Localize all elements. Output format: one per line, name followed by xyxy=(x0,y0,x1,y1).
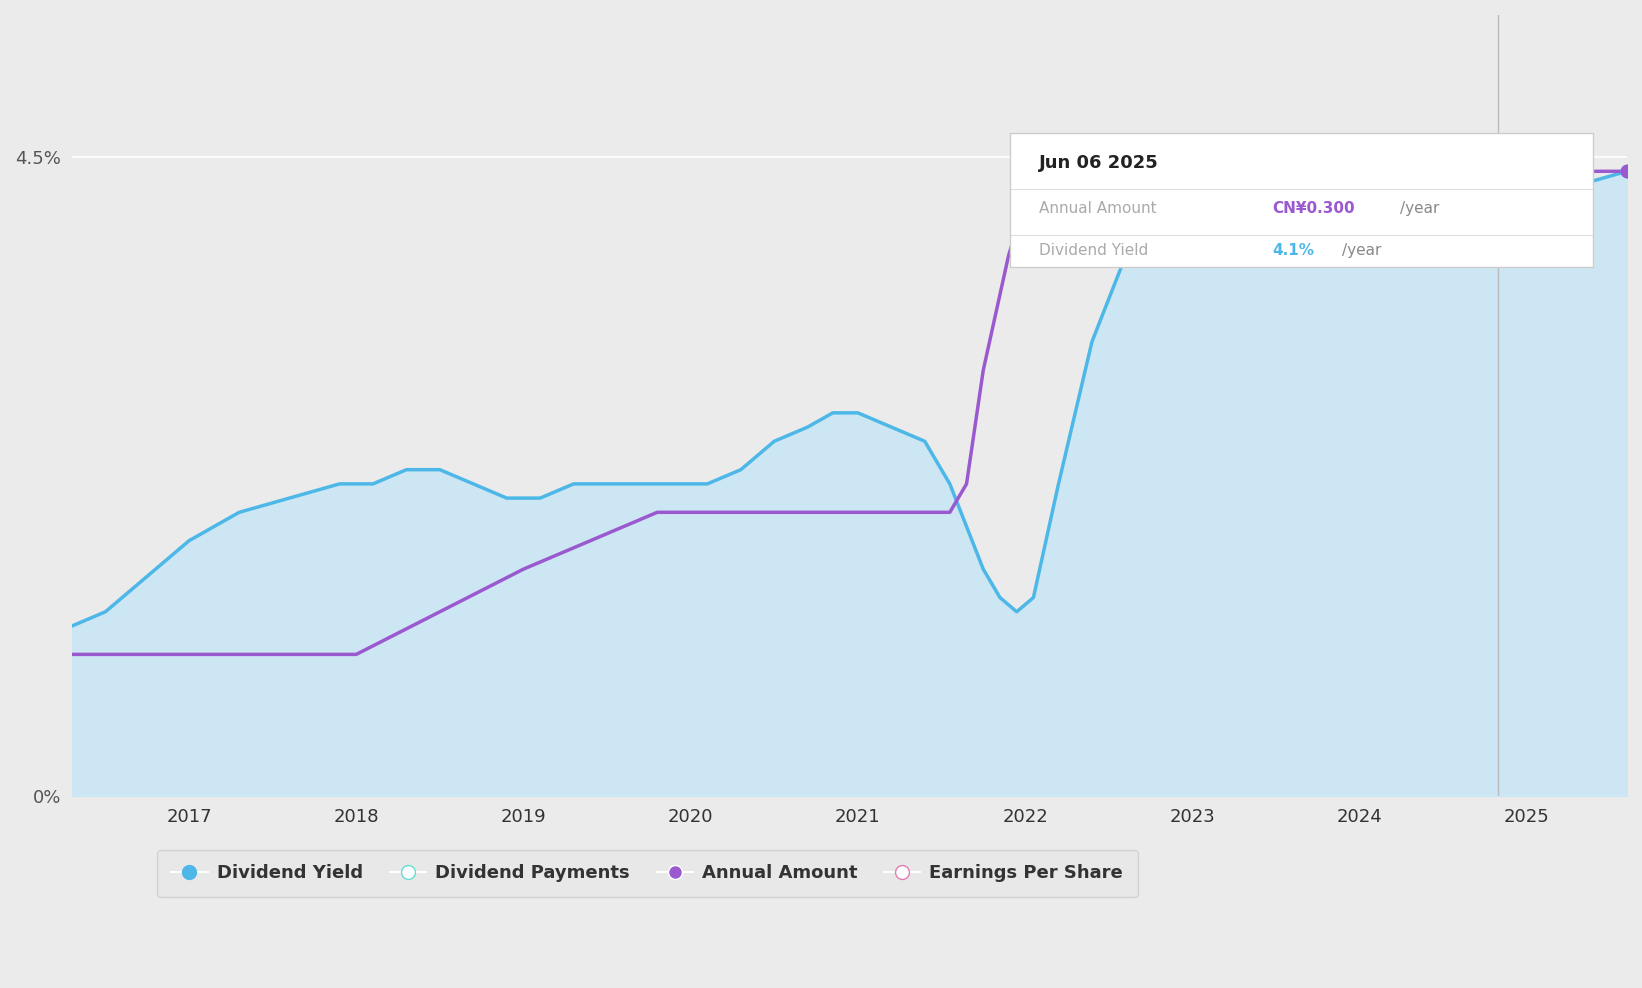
Text: Dividend Yield: Dividend Yield xyxy=(1039,243,1148,258)
Text: Jun 06 2025: Jun 06 2025 xyxy=(1039,154,1159,172)
Text: /year: /year xyxy=(1401,201,1440,215)
Legend: Dividend Yield, Dividend Payments, Annual Amount, Earnings Per Share: Dividend Yield, Dividend Payments, Annua… xyxy=(158,850,1138,897)
Text: Annual Amount: Annual Amount xyxy=(1039,201,1156,215)
Text: Past: Past xyxy=(1507,132,1543,150)
Text: 4.1%: 4.1% xyxy=(1273,243,1314,258)
Text: CN¥0.300: CN¥0.300 xyxy=(1273,201,1355,215)
Text: /year: /year xyxy=(1342,243,1381,258)
